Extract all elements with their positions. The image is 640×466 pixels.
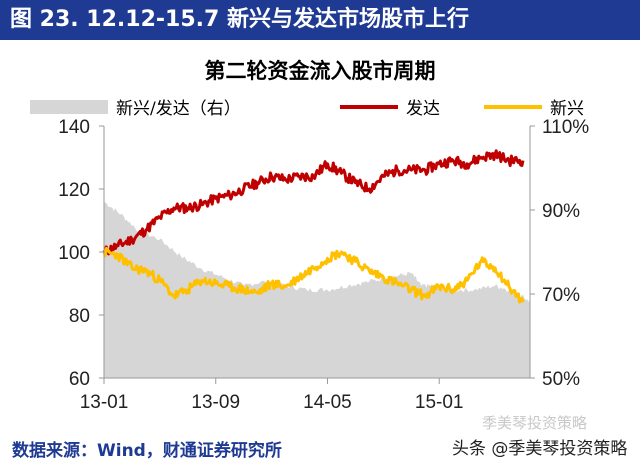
watermark-faint: 季美琴投资策略 bbox=[482, 414, 588, 432]
legend-swatch-emerging bbox=[484, 104, 542, 109]
x-tick-label: 14-05 bbox=[303, 392, 352, 413]
y-right-tick-label: 50% bbox=[542, 369, 580, 390]
y-right-tick-label: 90% bbox=[542, 201, 580, 222]
legend-swatch-developed bbox=[340, 104, 398, 109]
x-tick-label: 15-01 bbox=[415, 392, 464, 413]
y-left-tick-label: 120 bbox=[58, 180, 90, 201]
chart-title: 第二轮资金流入股市周期 bbox=[204, 58, 436, 83]
legend-label-ratio: 新兴/发达（右） bbox=[116, 99, 241, 119]
legend-item-emerging: 新兴 bbox=[484, 94, 584, 119]
y-left-tick-label: 80 bbox=[69, 306, 90, 327]
legend-label-developed: 发达 bbox=[406, 99, 440, 119]
y-left-tick-label: 100 bbox=[58, 243, 90, 264]
series-line-emerging bbox=[102, 246, 525, 304]
watermark: 头条 @季美琴投资策略 bbox=[452, 439, 628, 459]
x-tick-label: 13-01 bbox=[80, 392, 129, 413]
series-line-developed bbox=[102, 149, 525, 256]
x-tick-label: 13-09 bbox=[191, 392, 240, 413]
legend-item-developed: 发达 bbox=[340, 94, 440, 119]
series-area-ratio bbox=[104, 201, 530, 378]
y-left-tick-label: 60 bbox=[69, 369, 90, 390]
y-right-tick-label: 70% bbox=[542, 285, 580, 306]
legend-swatch-area bbox=[30, 99, 108, 114]
chart-legend: 新兴/发达（右） 发达 新兴 bbox=[0, 94, 640, 119]
legend-item-ratio: 新兴/发达（右） bbox=[30, 94, 241, 119]
source-note: 数据来源：Wind，财通证券研究所 bbox=[12, 441, 282, 461]
y-right-tick-label: 110% bbox=[542, 117, 589, 138]
legend-label-emerging: 新兴 bbox=[550, 99, 584, 119]
y-left-tick-label: 140 bbox=[58, 117, 90, 138]
figure-header: 图 23. 12.12-15.7 新兴与发达市场股市上行 bbox=[0, 0, 640, 40]
